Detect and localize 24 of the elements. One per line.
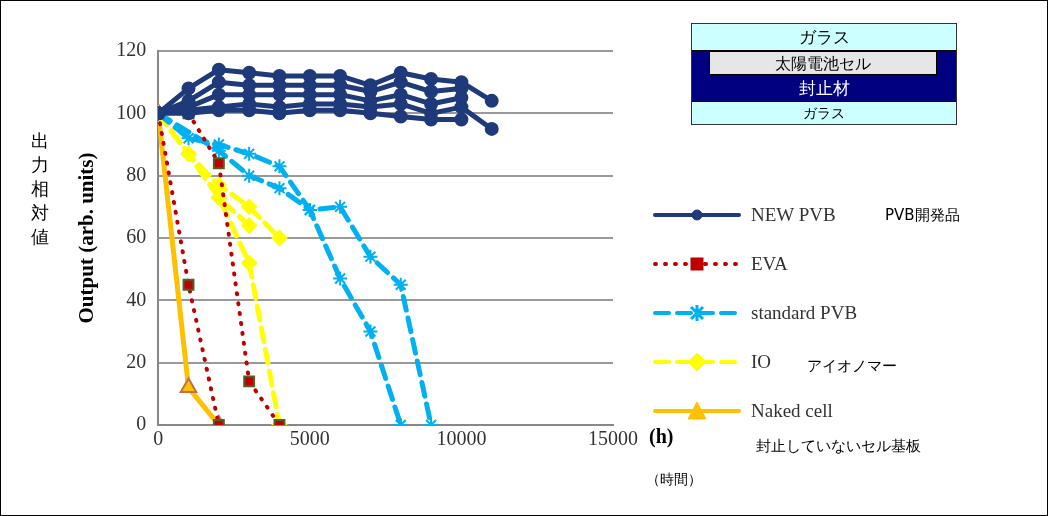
text: PVB開発品 (885, 206, 960, 225)
x-tick-label: 15000 (588, 427, 638, 450)
legend-label: IO (751, 351, 772, 373)
x-axis-title: (h) (649, 425, 674, 448)
legend-label: EVA (751, 253, 788, 275)
y-tick-label: 100 (116, 100, 147, 123)
y-tick-label: 120 (116, 38, 147, 61)
y-tick-label: 40 (126, 287, 147, 310)
y-tick-label: 20 (126, 349, 147, 372)
y-axis-title: Output (arb. units) (74, 152, 99, 324)
x-tick-label: 0 (153, 427, 164, 450)
text: （時間） (646, 471, 702, 489)
x-tick-label: 5000 (289, 427, 330, 450)
y-tick-label: 0 (136, 412, 147, 435)
text: アイオノマー (807, 357, 897, 376)
legend-label: Naked cell (751, 400, 833, 422)
legend-label: NEW PVB (751, 204, 836, 226)
x-tick-label: 10000 (436, 427, 487, 450)
y-tick-label: 60 (126, 225, 147, 248)
text: 封止していないセル基板 (756, 437, 921, 456)
legend-label: standard PVB (751, 302, 858, 324)
text: 出力相対値 (31, 129, 49, 249)
y-tick-label: 80 (126, 162, 147, 185)
layer-stack-diagram: ガラス 太陽電池セル 封止材 ガラス (691, 23, 957, 125)
